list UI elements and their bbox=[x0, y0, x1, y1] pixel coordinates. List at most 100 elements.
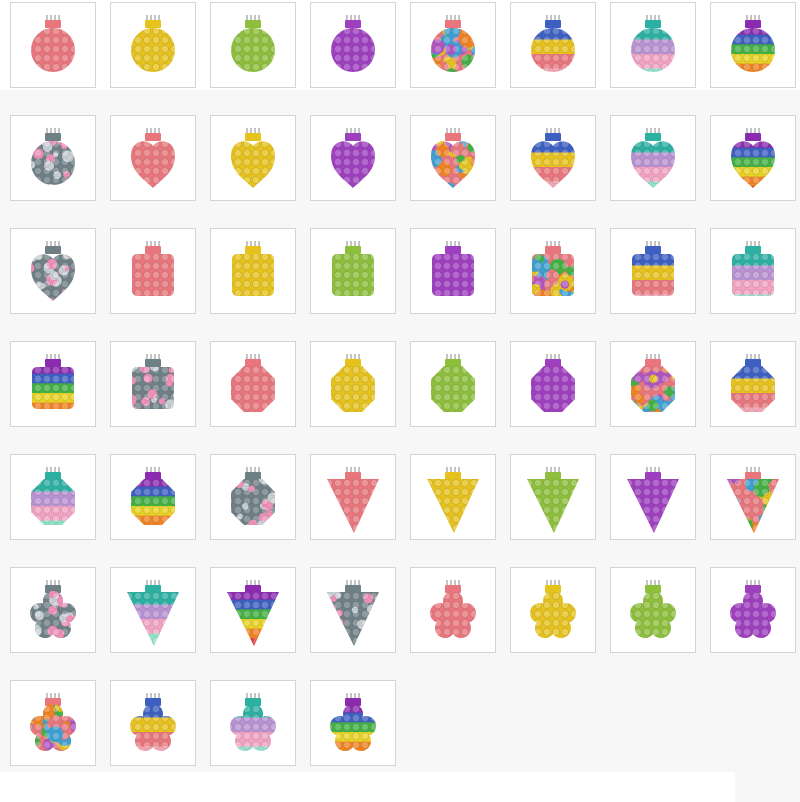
pop-it-body bbox=[531, 141, 575, 188]
product-thumbnail-round-tiedye[interactable] bbox=[410, 2, 496, 88]
keychain-tab bbox=[45, 20, 61, 28]
product-thumbnail-triangle-camo[interactable] bbox=[310, 567, 396, 653]
pop-it-body bbox=[231, 28, 275, 72]
product-thumbnail-octagon-tiedye[interactable] bbox=[610, 341, 696, 427]
keychain-tab bbox=[345, 246, 361, 254]
product-thumbnail-square-rainbow6[interactable] bbox=[10, 341, 96, 427]
product-thumbnail-octagon-purple[interactable] bbox=[510, 341, 596, 427]
product-thumbnail-round-pink[interactable] bbox=[10, 2, 96, 88]
keychain-tab bbox=[445, 20, 461, 28]
product-thumbnail-round-rainbow[interactable] bbox=[510, 2, 596, 88]
keychain-tab bbox=[45, 698, 61, 706]
pop-it-body bbox=[727, 479, 779, 533]
product-thumbnail-triangle-yellow[interactable] bbox=[410, 454, 496, 540]
product-thumbnail-square-tiedye[interactable] bbox=[510, 228, 596, 314]
product-thumbnail-flower-pink[interactable] bbox=[410, 567, 496, 653]
pop-it-body bbox=[631, 141, 675, 188]
keychain-tab bbox=[645, 472, 661, 480]
keychain-tab bbox=[345, 20, 361, 28]
keychain-tab bbox=[445, 133, 461, 141]
product-thumbnail-octagon-pastel[interactable] bbox=[10, 454, 96, 540]
keychain-tab bbox=[245, 359, 261, 367]
product-thumbnail-round-green[interactable] bbox=[210, 2, 296, 88]
keychain-tab bbox=[445, 246, 461, 254]
product-thumbnail-square-camo[interactable] bbox=[110, 341, 196, 427]
product-thumbnail-square-pink[interactable] bbox=[110, 228, 196, 314]
product-thumbnail-flower-rainbow[interactable] bbox=[110, 680, 196, 766]
product-thumbnail-octagon-pink[interactable] bbox=[210, 341, 296, 427]
product-thumbnail-round-pastel[interactable] bbox=[610, 2, 696, 88]
product-thumbnail-triangle-pastel[interactable] bbox=[110, 567, 196, 653]
pop-it-body bbox=[531, 28, 575, 72]
keychain-tab bbox=[745, 246, 761, 254]
pop-it-body bbox=[432, 254, 474, 296]
keychain-tab bbox=[145, 246, 161, 254]
product-thumbnail-heart-rainbow[interactable] bbox=[510, 115, 596, 201]
pop-it-body bbox=[31, 28, 75, 72]
product-thumbnail-square-green[interactable] bbox=[310, 228, 396, 314]
pop-it-body bbox=[631, 28, 675, 72]
background-band-bottom bbox=[0, 772, 735, 802]
pop-it-body bbox=[232, 254, 274, 296]
product-thumbnail-heart-purple[interactable] bbox=[310, 115, 396, 201]
product-thumbnail-triangle-tiedye[interactable] bbox=[710, 454, 796, 540]
product-thumbnail-octagon-yellow[interactable] bbox=[310, 341, 396, 427]
product-thumbnail-round-rainbow6[interactable] bbox=[710, 2, 796, 88]
keychain-tab bbox=[645, 246, 661, 254]
pop-it-body bbox=[127, 592, 179, 646]
pop-it-body bbox=[731, 141, 775, 188]
pop-it-body bbox=[631, 366, 675, 412]
keychain-tab bbox=[545, 20, 561, 28]
product-thumbnail-triangle-rainbow6[interactable] bbox=[210, 567, 296, 653]
product-thumbnail-flower-tiedye[interactable] bbox=[10, 680, 96, 766]
pop-it-body bbox=[131, 28, 175, 72]
product-thumbnail-square-yellow[interactable] bbox=[210, 228, 296, 314]
keychain-tab bbox=[645, 133, 661, 141]
product-thumbnail-heart-pastel[interactable] bbox=[610, 115, 696, 201]
product-thumbnail-triangle-green[interactable] bbox=[510, 454, 596, 540]
product-thumbnail-flower-pastel[interactable] bbox=[210, 680, 296, 766]
keychain-tab bbox=[145, 359, 161, 367]
product-thumbnail-heart-pink[interactable] bbox=[110, 115, 196, 201]
product-thumbnail-square-rainbow[interactable] bbox=[610, 228, 696, 314]
product-thumbnail-heart-tiedye[interactable] bbox=[410, 115, 496, 201]
pop-it-body bbox=[431, 141, 475, 188]
product-thumbnail-flower-green[interactable] bbox=[610, 567, 696, 653]
product-thumbnail-round-yellow[interactable] bbox=[110, 2, 196, 88]
pop-it-body bbox=[731, 28, 775, 72]
product-thumbnail-flower-rainbow6[interactable] bbox=[310, 680, 396, 766]
product-thumbnail-octagon-green[interactable] bbox=[410, 341, 496, 427]
product-thumbnail-round-purple[interactable] bbox=[310, 2, 396, 88]
product-thumbnail-flower-purple[interactable] bbox=[710, 567, 796, 653]
product-thumbnail-round-camo[interactable] bbox=[10, 115, 96, 201]
pop-it-body bbox=[430, 591, 476, 638]
keychain-tab bbox=[645, 359, 661, 367]
pop-it-body bbox=[331, 141, 375, 188]
pop-it-body bbox=[732, 254, 774, 296]
product-thumbnail-triangle-purple[interactable] bbox=[610, 454, 696, 540]
keychain-tab bbox=[245, 20, 261, 28]
keychain-tab bbox=[345, 359, 361, 367]
pop-it-body bbox=[530, 591, 576, 638]
product-thumbnail-octagon-camo[interactable] bbox=[210, 454, 296, 540]
product-thumbnail-square-pastel[interactable] bbox=[710, 228, 796, 314]
product-thumbnail-heart-rainbow6[interactable] bbox=[710, 115, 796, 201]
keychain-tab bbox=[545, 246, 561, 254]
product-thumbnail-heart-camo[interactable] bbox=[10, 228, 96, 314]
product-thumbnail-flower-yellow[interactable] bbox=[510, 567, 596, 653]
keychain-tab bbox=[745, 472, 761, 480]
product-thumbnail-square-purple[interactable] bbox=[410, 228, 496, 314]
keychain-tab bbox=[345, 698, 361, 706]
pop-it-body bbox=[131, 141, 175, 188]
keychain-tab bbox=[445, 585, 461, 593]
product-thumbnail-flower-camo[interactable] bbox=[10, 567, 96, 653]
pop-it-body bbox=[231, 141, 275, 188]
keychain-tab bbox=[245, 133, 261, 141]
product-thumbnail-octagon-rainbow[interactable] bbox=[710, 341, 796, 427]
product-thumbnail-octagon-rainbow6[interactable] bbox=[110, 454, 196, 540]
pop-it-body bbox=[730, 591, 776, 638]
product-thumbnail-heart-yellow[interactable] bbox=[210, 115, 296, 201]
pop-it-body bbox=[231, 479, 275, 525]
keychain-tab bbox=[145, 698, 161, 706]
product-thumbnail-triangle-pink[interactable] bbox=[310, 454, 396, 540]
